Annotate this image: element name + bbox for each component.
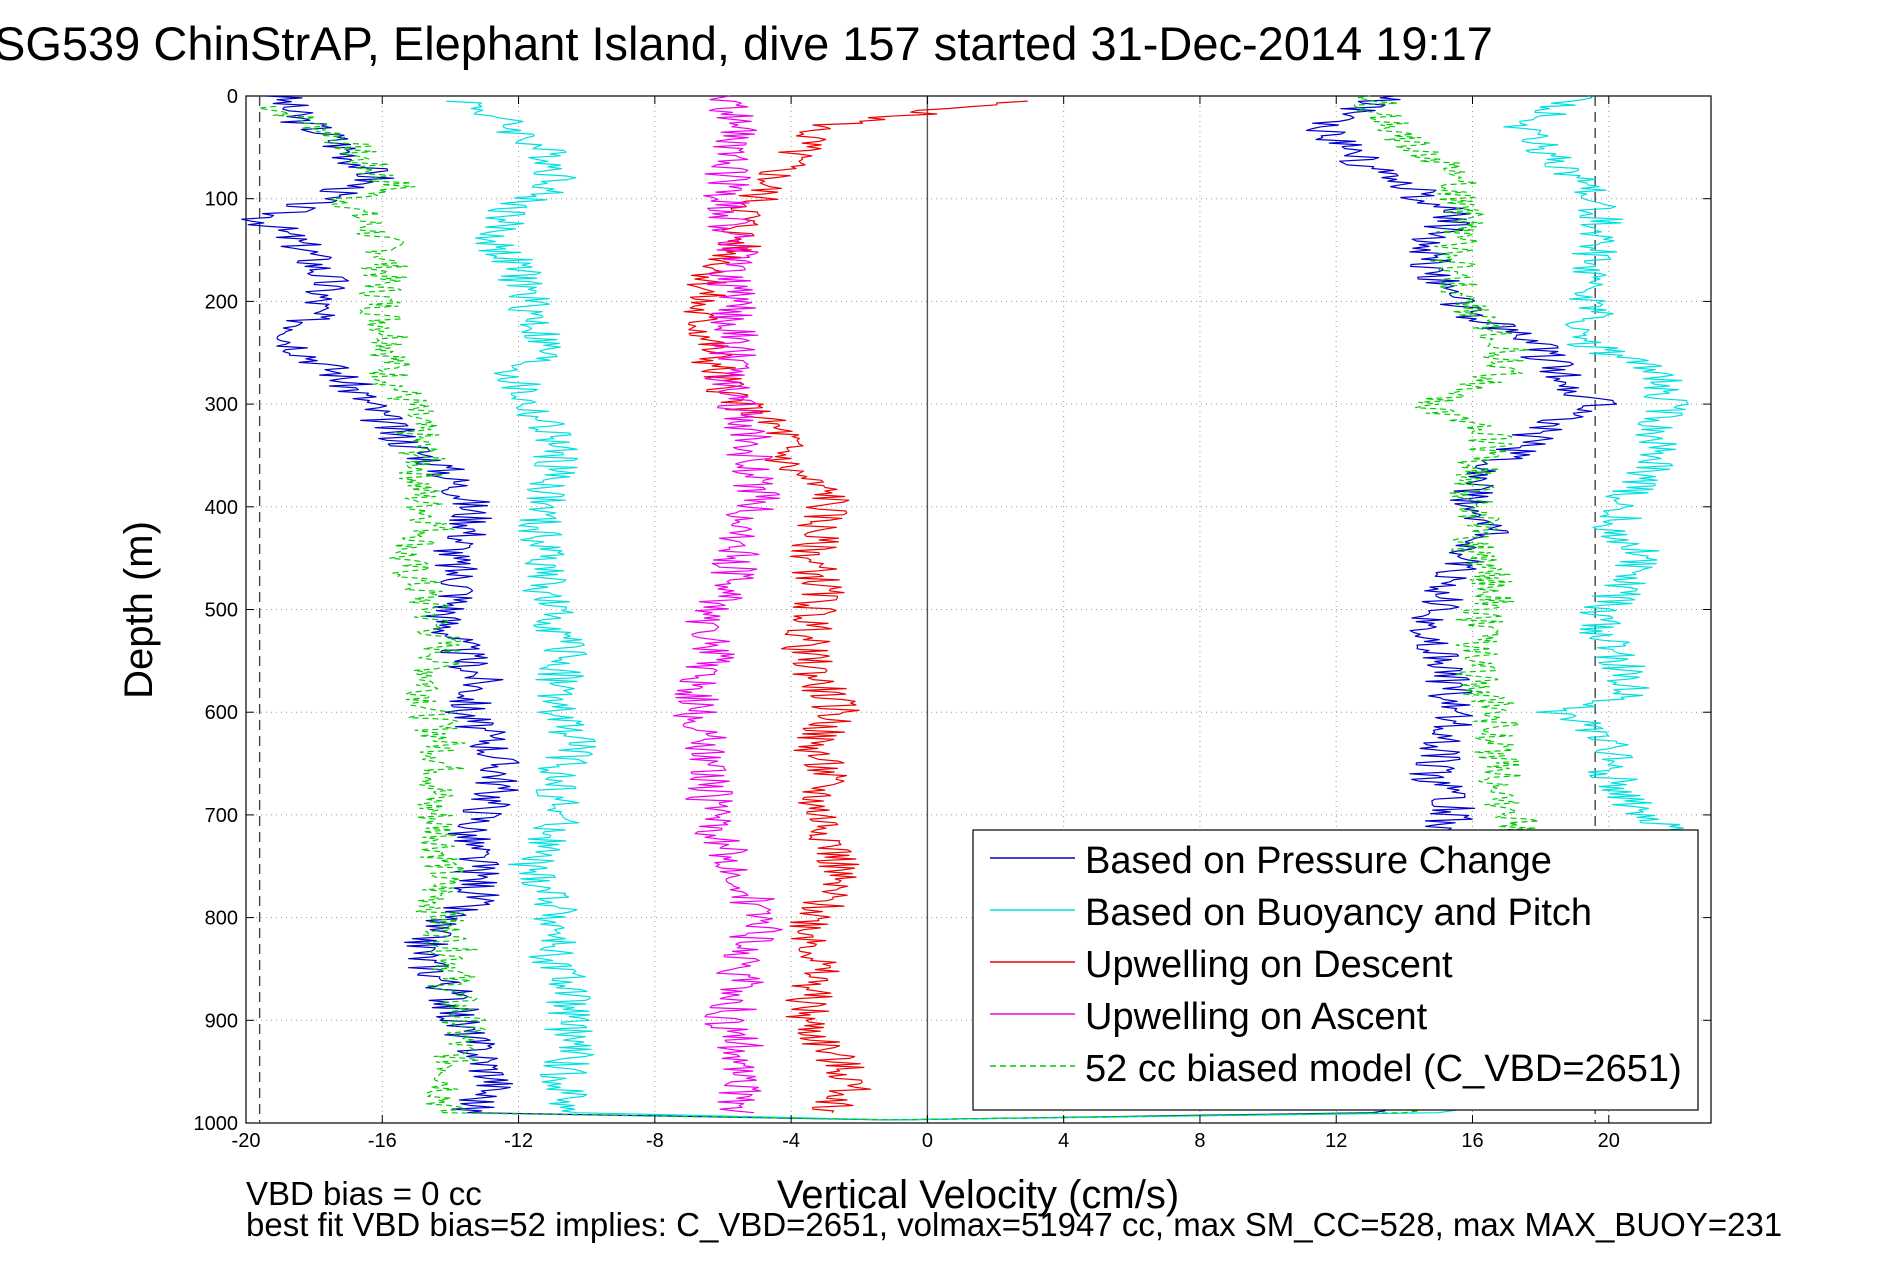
x-axis-ticks: -20 -16 -12 -8 -4 0 4 8 12 16 20 <box>232 96 1620 1152</box>
y-tick-label: 400 <box>205 497 238 519</box>
legend-label-4: Upwelling on Ascent <box>1085 996 1428 1038</box>
x-tick-label: -8 <box>646 1130 664 1152</box>
footnote-line2: best fit VBD bias=52 implies: C_VBD=2651… <box>246 1206 1782 1243</box>
series-group <box>241 95 1689 1121</box>
x-tick-label: -20 <box>232 1130 261 1152</box>
x-tick-label: 20 <box>1598 1130 1620 1152</box>
y-tick-label: 1000 <box>194 1113 239 1135</box>
x-tick-label: 8 <box>1194 1130 1205 1152</box>
y-tick-label: 700 <box>205 805 238 827</box>
y-axis-ticks: 0 100 200 300 400 500 600 700 800 900 1000 <box>194 86 1711 1135</box>
x-tick-label: -16 <box>368 1130 397 1152</box>
series-line-3 <box>683 100 1028 1114</box>
x-tick-label: -12 <box>504 1130 533 1152</box>
series-line-4 <box>673 95 783 1114</box>
x-tick-label: -4 <box>782 1130 800 1152</box>
x-tick-label: 12 <box>1325 1130 1347 1152</box>
y-tick-label: 500 <box>205 600 238 622</box>
legend-label-2: Based on Buoyancy and Pitch <box>1085 892 1592 934</box>
y-tick-label: 800 <box>205 908 238 930</box>
chart-title: SG539 ChinStrAP, Elephant Island, dive 1… <box>0 17 1493 70</box>
x-tick-label: 0 <box>922 1130 933 1152</box>
y-axis-label: Depth (m) <box>117 521 161 699</box>
legend-label-1: Based on Pressure Change <box>1085 840 1552 882</box>
y-tick-label: 0 <box>227 86 238 108</box>
y-tick-label: 300 <box>205 394 238 416</box>
legend: Based on Pressure Change Based on Buoyanc… <box>972 829 1699 1111</box>
legend-label-5: 52 cc biased model (C_VBD=2651) <box>1085 1048 1682 1090</box>
y-tick-label: 900 <box>205 1010 238 1032</box>
x-axis-label: Vertical Velocity (cm/s) <box>777 1173 1179 1217</box>
y-tick-label: 600 <box>205 702 238 724</box>
legend-items: Based on Pressure Change Based on Buoyanc… <box>990 840 1682 1090</box>
y-tick-label: 100 <box>205 189 238 211</box>
x-tick-label: 16 <box>1461 1130 1483 1152</box>
series-line-5 <box>258 95 1553 1121</box>
x-tick-label: 4 <box>1058 1130 1069 1152</box>
legend-box <box>972 829 1699 1111</box>
y-tick-label: 200 <box>205 291 238 313</box>
legend-label-3: Upwelling on Descent <box>1085 944 1453 986</box>
footnote-line1: VBD bias = 0 cc <box>246 1175 482 1212</box>
